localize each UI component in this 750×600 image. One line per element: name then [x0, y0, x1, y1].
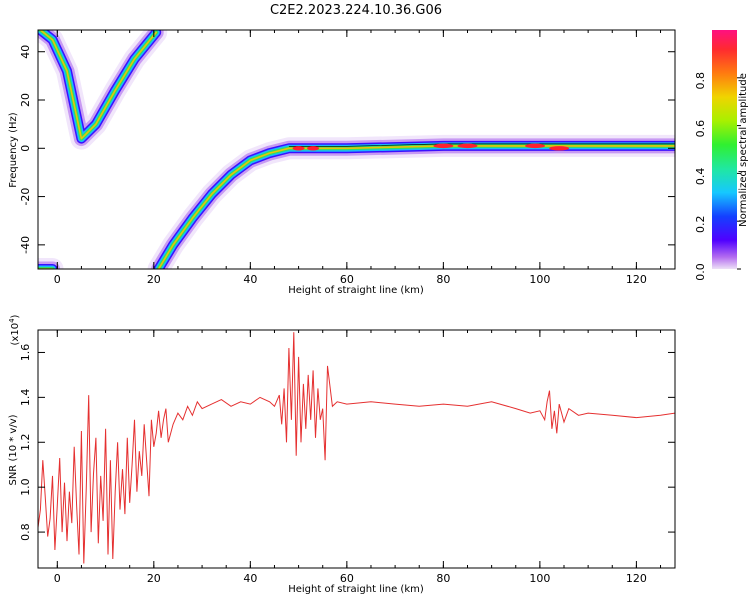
y-tick-label: 1.2: [19, 434, 32, 452]
colorbar-label: Normalized spectral amplitude: [738, 73, 749, 227]
peak-hotspot: [307, 146, 320, 151]
y-tick-label: 40: [19, 45, 32, 59]
y-scale-multiplier: (x104): [8, 314, 21, 345]
snr-frame: [37, 329, 676, 569]
y-tick-label: 20: [19, 93, 32, 107]
y-tick-label: 0: [19, 145, 32, 152]
bottom-x-axis-label: Height of straight line (km): [288, 584, 424, 595]
top-y-ticks: -40 -20 0 20 40: [19, 45, 675, 254]
colorbar-tick-label: 0.4: [694, 168, 707, 186]
y-tick-label: 1.6: [19, 344, 32, 362]
spectral-traces: [38, 30, 675, 269]
x-tick-label: 80: [436, 572, 450, 585]
y-tick-label: 1.4: [19, 389, 32, 407]
colorbar-ticks: 0.0 0.2 0.4 0.6 0.8: [694, 72, 741, 281]
y-tick-label: 1.0: [19, 478, 32, 496]
x-tick-label: 60: [340, 572, 354, 585]
colorbar-tick-label: 0.0: [694, 263, 707, 281]
peak-hotspot: [457, 143, 478, 149]
spectral-trace-2: [151, 138, 675, 269]
peak-hotspot: [292, 146, 305, 151]
spectrogram-frame: [37, 29, 676, 270]
x-tick-label: 120: [626, 273, 647, 286]
colorbar-gradient: [712, 30, 737, 269]
y-tick-label: 0.8: [19, 523, 32, 541]
colorbar-tick-label: 0.8: [694, 72, 707, 90]
x-tick-label: 120: [626, 572, 647, 585]
peak-hotspot: [525, 143, 546, 149]
colorbar-tick-label: 0.2: [694, 215, 707, 233]
y-tick-label: -40: [19, 236, 32, 254]
x-tick-label: 60: [340, 273, 354, 286]
x-tick-label: 0: [54, 572, 61, 585]
top-x-axis-label: Height of straight line (km): [288, 285, 424, 296]
x-tick-label: 100: [529, 572, 550, 585]
snr-panel: 0 20 40 60 80 100 120 0.8 1.0 1.2 1.4 1.6 Height o…: [8, 314, 676, 595]
ridge-line: [288, 143, 675, 147]
snr-trace: [38, 332, 675, 564]
bottom-x-ticks: 0 20 40 60 80 100 120: [54, 330, 662, 585]
x-tick-label: 20: [147, 273, 161, 286]
colorbar: 0.0 0.2 0.4 0.6 0.8 Normalized spectral ampl…: [694, 30, 749, 281]
x-tick-label: 40: [243, 273, 257, 286]
spectral-trace-0: [39, 30, 157, 140]
figure-title: C2E2.2023.224.10.36.G06: [270, 3, 442, 18]
bottom-y-axis-label: SNR (10 * v/v): [8, 414, 19, 485]
colorbar-tick-label: 0.6: [694, 120, 707, 138]
snr-line: [38, 332, 675, 564]
x-tick-label: 80: [436, 273, 450, 286]
x-tick-label: 0: [54, 273, 61, 286]
x-tick-label: 20: [147, 572, 161, 585]
x-tick-label: 100: [529, 273, 550, 286]
top-y-axis-label: Frequency (Hz): [8, 112, 19, 188]
peak-hotspot: [433, 143, 454, 149]
spectrogram-panel: 0 20 40 60 80 100 120 -40 -20 0 20 40 Height of st…: [8, 29, 676, 296]
bottom-y-ticks: 0.8 1.0 1.2 1.4 1.6: [19, 344, 675, 541]
y-tick-label: -20: [19, 188, 32, 206]
top-x-ticks: 0 20 40 60 80 100 120: [54, 30, 662, 286]
peak-hotspot: [549, 146, 570, 151]
x-tick-label: 40: [243, 572, 257, 585]
